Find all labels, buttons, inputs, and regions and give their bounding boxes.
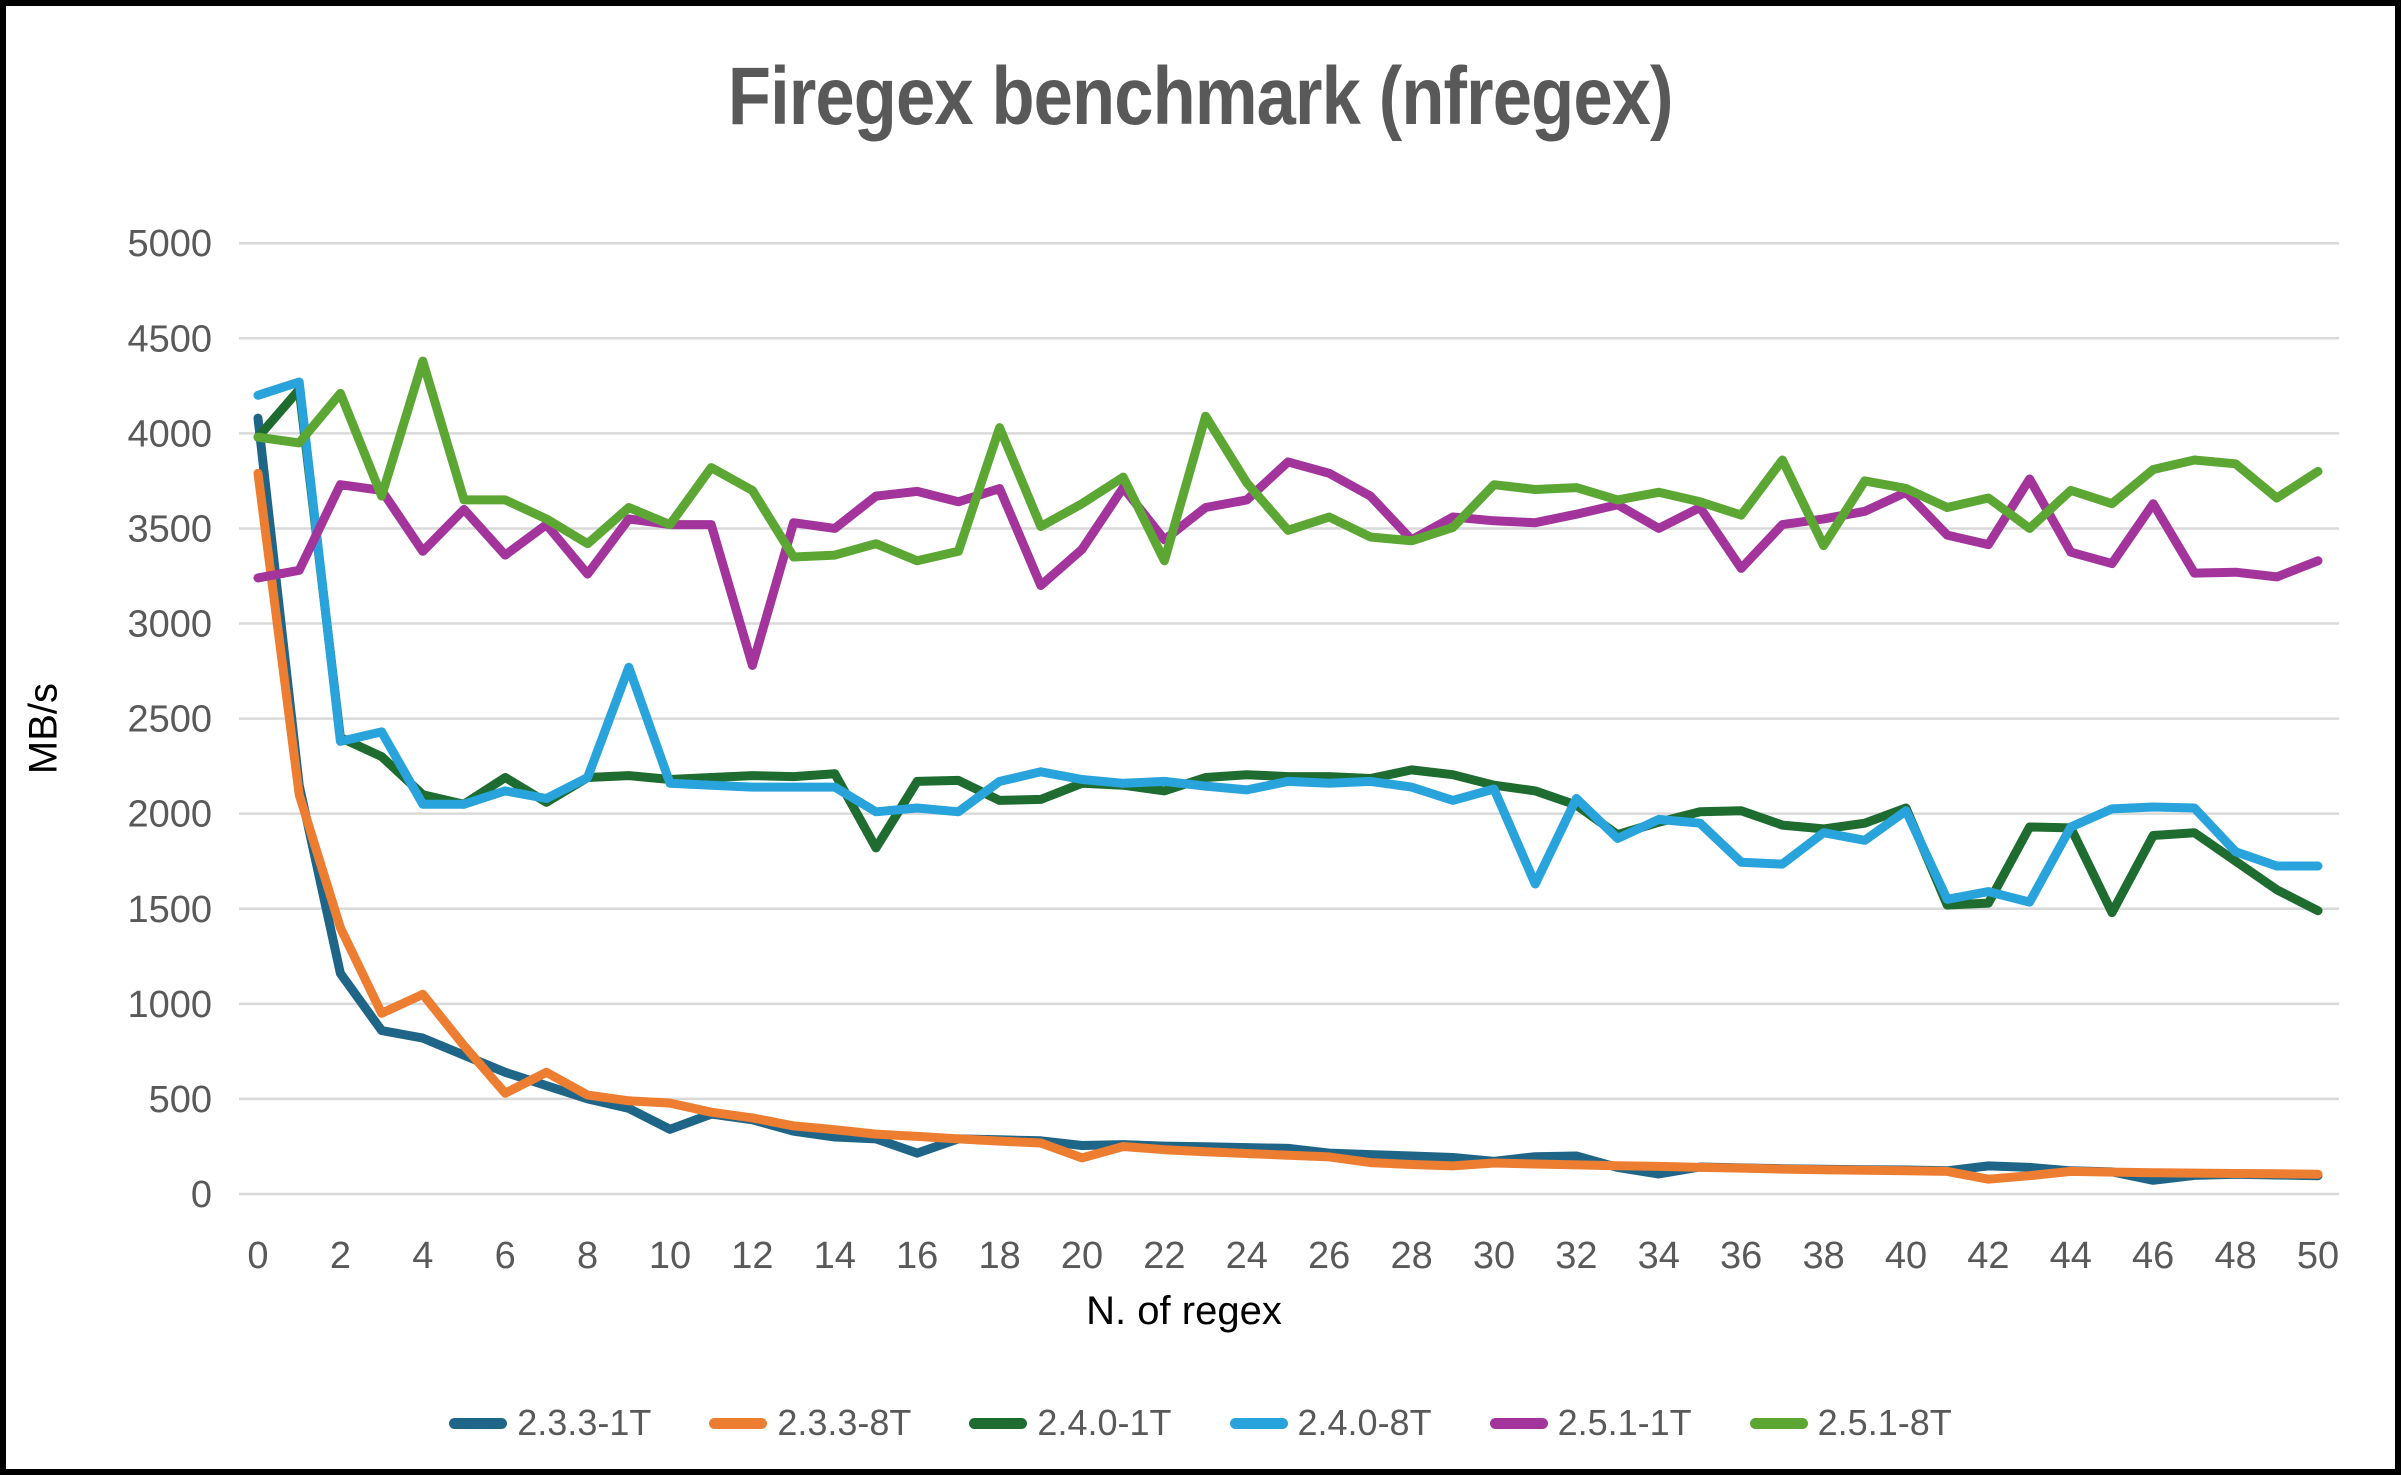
x-tick-label: 16 xyxy=(896,1235,938,1277)
series-line-2.5.1-1T xyxy=(253,457,2323,670)
y-tick-label: 3000 xyxy=(127,604,212,646)
x-tick-label: 26 xyxy=(1308,1235,1350,1277)
y-tick-label: 0 xyxy=(191,1174,212,1216)
y-axis-title: MB/s xyxy=(21,682,66,775)
y-tick-label: 1500 xyxy=(127,889,212,931)
x-tick-label: 4 xyxy=(412,1235,433,1277)
chart-title-text: Firegex benchmark (nfregex) xyxy=(728,51,1674,142)
legend-label: 2.4.0-1T xyxy=(1037,1402,1172,1443)
x-tick-label: 18 xyxy=(978,1235,1020,1277)
x-tick-label: 40 xyxy=(1885,1235,1927,1277)
y-axis-tick-labels: 0 500 1000 1500 2000 2500 3000 3500 4000 4500 5000 xyxy=(127,223,212,1216)
x-tick-label: 8 xyxy=(577,1235,598,1277)
chart-title: Firegex benchmark (nfregex) xyxy=(6,50,2395,144)
legend-swatch-2.4.0-8T xyxy=(1229,1417,1288,1429)
x-tick-label: 28 xyxy=(1390,1235,1432,1277)
x-tick-label: 50 xyxy=(2297,1235,2339,1277)
x-tick-label: 44 xyxy=(2050,1235,2092,1277)
x-tick-label: 24 xyxy=(1226,1235,1268,1277)
x-tick-label: 0 xyxy=(247,1235,268,1277)
x-tick-label: 6 xyxy=(495,1235,516,1277)
legend-item-2.3.3-1T: 2.3.3-1T xyxy=(449,1402,651,1444)
x-tick-label: 38 xyxy=(1802,1235,1844,1277)
series-line-2.3.3-1T xyxy=(253,413,2323,1185)
y-tick-label: 1000 xyxy=(127,984,212,1026)
gridlines xyxy=(239,241,2339,1196)
x-tick-label: 22 xyxy=(1143,1235,1185,1277)
x-tick-label: 2 xyxy=(330,1235,351,1277)
x-tick-label: 10 xyxy=(649,1235,691,1277)
legend-label: 2.3.3-8T xyxy=(777,1402,912,1443)
x-tick-label: 34 xyxy=(1638,1235,1680,1277)
legend-label: 2.3.3-1T xyxy=(517,1402,652,1443)
legend-label: 2.4.0-8T xyxy=(1297,1402,1432,1443)
legend-item-2.4.0-8T: 2.4.0-8T xyxy=(1229,1402,1432,1444)
x-tick-label: 14 xyxy=(814,1235,856,1277)
x-tick-label: 30 xyxy=(1473,1235,1515,1277)
legend-item-2.5.1-8T: 2.5.1-8T xyxy=(1749,1402,1952,1444)
legend-label: 2.5.1-1T xyxy=(1557,1402,1692,1443)
legend-swatch-2.4.0-1T xyxy=(969,1417,1028,1429)
legend-swatch-2.5.1-8T xyxy=(1749,1417,1808,1429)
y-tick-label: 4000 xyxy=(127,413,212,455)
legend-label: 2.5.1-8T xyxy=(1817,1402,1952,1443)
x-axis-title: N. of regex xyxy=(1086,1289,1282,1333)
series-line-2.3.3-8T xyxy=(253,468,2323,1184)
legend-swatch-2.3.3-1T xyxy=(449,1417,508,1429)
x-tick-label: 46 xyxy=(2132,1235,2174,1277)
y-tick-label: 2500 xyxy=(127,699,212,741)
x-tick-label: 36 xyxy=(1720,1235,1762,1277)
series-line-2.4.0-1T xyxy=(253,385,2323,918)
legend-swatch-2.5.1-1T xyxy=(1489,1417,1548,1429)
y-tick-label: 2000 xyxy=(127,794,212,836)
legend-item-2.4.0-1T: 2.4.0-1T xyxy=(969,1402,1172,1444)
chart-legend: 2.3.3-1T 2.3.3-8T 2.4.0-1T 2.4.0-8T 2.5.1-1T… xyxy=(6,1402,2395,1444)
series-line-2.5.1-8T xyxy=(253,356,2323,566)
y-tick-label: 5000 xyxy=(127,223,212,265)
x-axis-tick-labels: 0 2 4 6 8 10 12 14 16 18 20 22 24 26 28 30 32 34 36 38 40 42 4… xyxy=(247,1235,2339,1277)
x-tick-label: 48 xyxy=(2214,1235,2256,1277)
x-tick-label: 20 xyxy=(1061,1235,1103,1277)
legend-swatch-2.3.3-8T xyxy=(709,1417,768,1429)
legend-item-2.5.1-1T: 2.5.1-1T xyxy=(1489,1402,1692,1444)
x-tick-label: 32 xyxy=(1555,1235,1597,1277)
y-tick-label: 500 xyxy=(149,1079,212,1121)
y-tick-label: 3500 xyxy=(127,508,212,550)
y-tick-label: 4500 xyxy=(127,318,212,360)
x-tick-label: 42 xyxy=(1967,1235,2009,1277)
series-line-2.4.0-8T xyxy=(253,377,2323,907)
plot-area: 0500100015002000250030003500400045005000… xyxy=(127,223,2339,1277)
x-tick-label: 12 xyxy=(731,1235,773,1277)
legend-item-2.3.3-8T: 2.3.3-8T xyxy=(709,1402,911,1444)
